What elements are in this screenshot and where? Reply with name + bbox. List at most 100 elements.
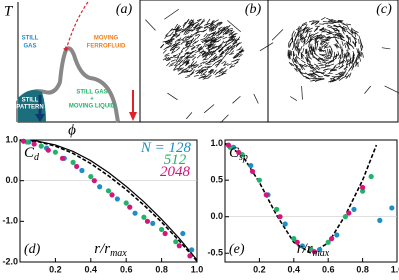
velocity-arrow	[341, 29, 345, 35]
velocity-arrow	[354, 38, 357, 44]
velocity-arrow	[195, 22, 200, 27]
velocity-arrow	[288, 37, 292, 43]
velocity-arrow	[192, 64, 198, 67]
velocity-arrow	[319, 27, 324, 31]
velocity-arrow	[315, 26, 320, 31]
velocity-arrow	[297, 27, 303, 32]
gas-arrow	[381, 47, 391, 50]
velocity-arrow	[206, 66, 212, 69]
velocity-arrow	[325, 29, 331, 32]
legend-name: 512	[164, 152, 187, 168]
data-point	[31, 141, 37, 147]
velocity-arrow	[174, 63, 180, 67]
velocity-arrow	[180, 47, 185, 52]
velocity-arrow	[182, 21, 186, 27]
data-point	[132, 210, 138, 216]
x-tick-label: 0.2	[253, 264, 266, 274]
velocity-arrow	[190, 37, 195, 43]
velocity-arrow	[288, 49, 291, 55]
velocity-arrow	[206, 63, 212, 66]
velocity-arrow	[185, 54, 191, 59]
velocity-arrow	[319, 58, 325, 62]
velocity-arrow	[194, 40, 199, 44]
velocity-arrow	[163, 46, 168, 51]
velocity-arrow	[310, 79, 316, 82]
velocity-arrow	[173, 66, 177, 71]
velocity-arrow	[223, 69, 228, 73]
velocity-arrow	[317, 34, 321, 40]
velocity-field: (b)	[145, 2, 261, 124]
velocity-arrow	[295, 53, 298, 59]
velocity-arrow	[185, 40, 191, 44]
velocity-arrow	[192, 25, 198, 29]
velocity-arrow	[339, 43, 341, 49]
velocity-arrow	[288, 42, 291, 48]
velocity-arrow	[338, 77, 344, 81]
velocity-arrow	[314, 45, 317, 51]
velocity-arrow	[325, 57, 331, 60]
y-axis-label-main: C	[24, 145, 35, 161]
velocity-arrow	[205, 33, 209, 39]
velocity-arrow	[232, 56, 238, 58]
velocity-arrow	[208, 50, 213, 55]
velocity-arrow	[203, 22, 209, 26]
velocity-arrow	[344, 58, 349, 63]
velocity-arrow	[287, 42, 290, 48]
y-tick-label: -0.5	[207, 248, 223, 258]
data-point	[291, 236, 297, 242]
velocity-arrow	[346, 49, 349, 55]
velocity-arrow	[232, 38, 237, 42]
velocity-arrow	[179, 59, 184, 64]
phase-label: MOVING	[94, 36, 119, 42]
velocity-arrow	[181, 61, 187, 65]
velocity-arrow	[308, 20, 314, 23]
velocity-arrow	[360, 42, 364, 48]
velocity-arrow	[227, 27, 233, 30]
velocity-arrow	[314, 77, 320, 81]
velocity-arrow	[170, 59, 176, 62]
data-point	[109, 192, 115, 198]
velocity-arrow	[204, 65, 210, 69]
velocity-arrow	[339, 72, 344, 76]
velocity-arrow	[204, 44, 210, 48]
velocity-arrow	[213, 38, 218, 43]
velocity-arrow	[178, 38, 184, 41]
velocity-arrow	[200, 73, 206, 76]
velocity-arrow	[229, 64, 233, 69]
velocity-arrow	[303, 26, 309, 29]
velocity-arrow	[217, 35, 222, 40]
velocity-arrow	[167, 42, 173, 45]
velocity-arrow	[304, 56, 309, 62]
velocity-arrow	[301, 59, 306, 64]
velocity-arrow	[202, 77, 208, 80]
velocity-arrow	[338, 75, 342, 80]
axis-label: ϕ	[68, 122, 76, 138]
y-axis-label-sub: d	[34, 152, 40, 163]
legend-entry: 2048	[160, 164, 191, 180]
velocity-arrow	[208, 57, 213, 63]
velocity-arrow	[207, 47, 213, 51]
velocity-arrow	[203, 25, 209, 30]
velocity-arrow	[322, 39, 328, 43]
velocity-arrow	[339, 60, 344, 65]
velocity-arrow	[341, 41, 344, 47]
y-axis-label: Cd	[24, 145, 40, 163]
velocity-arrow	[184, 47, 189, 52]
velocity-arrow	[344, 72, 349, 77]
data-point	[368, 173, 374, 180]
velocity-arrow	[218, 67, 223, 72]
data-point	[162, 230, 168, 237]
velocity-arrow	[228, 53, 234, 56]
velocity-arrow	[174, 62, 179, 67]
velocity-arrow	[340, 59, 346, 64]
velocity-arrow	[344, 43, 347, 49]
velocity-arrow	[325, 65, 331, 67]
velocity-arrow	[330, 19, 336, 22]
velocity-arrow	[331, 33, 337, 36]
velocity-arrow	[227, 30, 233, 33]
axis-label: T	[4, 3, 14, 19]
velocity-arrow	[215, 31, 220, 35]
velocity-arrow	[178, 71, 183, 75]
velocity-arrow	[294, 35, 297, 41]
velocity-arrow	[187, 27, 192, 32]
